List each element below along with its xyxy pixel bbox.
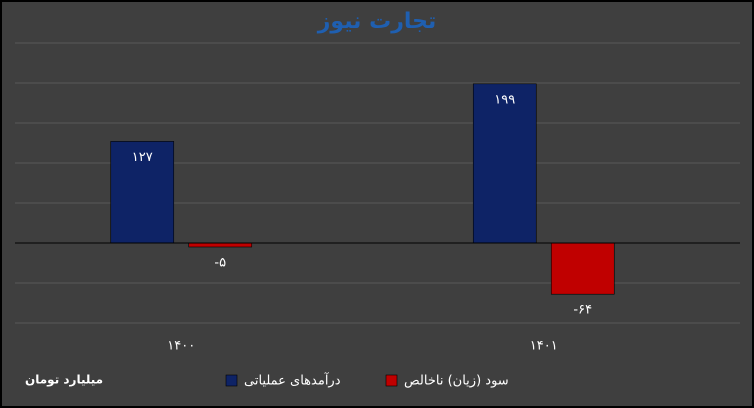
chart-title: تجارت نیوز bbox=[317, 9, 437, 34]
unit-note: میلیارد تومان bbox=[25, 373, 103, 388]
x-tick-label: ۱۴۰۱ bbox=[530, 339, 558, 354]
bar bbox=[472, 83, 537, 244]
data-label: -۶۴ bbox=[573, 303, 592, 318]
bar bbox=[550, 242, 615, 295]
data-label: ۱۹۹ bbox=[494, 92, 515, 107]
data-label: -۵ bbox=[214, 256, 226, 271]
bar bbox=[188, 242, 253, 248]
legend-label: سود (زیان) ناخالص bbox=[404, 374, 509, 389]
bar bbox=[110, 141, 175, 244]
x-tick-label: ۱۴۰۰ bbox=[167, 339, 195, 354]
legend-swatch bbox=[385, 374, 398, 387]
legend-label: درآمدهای عملیاتی bbox=[244, 372, 341, 389]
legend-swatch bbox=[225, 374, 238, 387]
data-label: ۱۲۷ bbox=[132, 150, 153, 165]
